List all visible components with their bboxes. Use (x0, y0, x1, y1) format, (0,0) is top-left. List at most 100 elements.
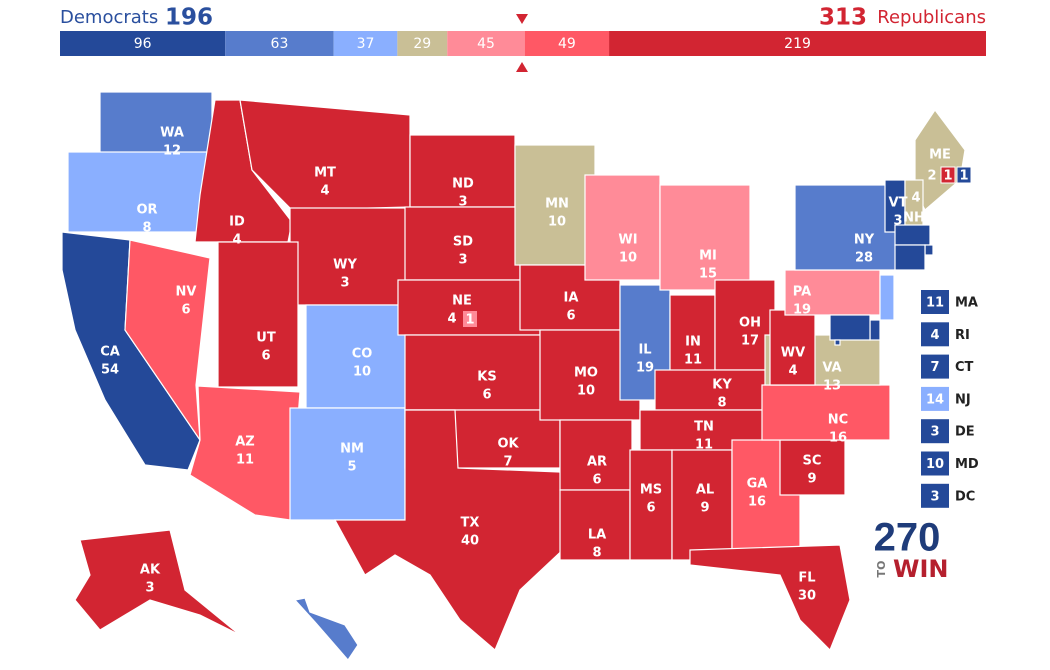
majority-marker (516, 62, 528, 72)
bar-value: 37 (357, 36, 375, 52)
small-state-votes: 14 (926, 392, 944, 407)
state-abbr: SD (453, 235, 473, 250)
state-votes: 3 (458, 253, 467, 268)
bar-value: 219 (784, 36, 811, 52)
state-abbr: SC (803, 454, 822, 469)
state-votes: 5 (347, 460, 356, 475)
state-abbr: FL (798, 571, 815, 586)
bar-value: 63 (271, 36, 289, 52)
small-state-abbr: NJ (955, 392, 971, 407)
bar-segment (524, 31, 610, 56)
state-votes: 7 (503, 455, 512, 470)
rep-total: 313 (819, 5, 867, 31)
bar-segment (397, 31, 448, 56)
state-votes: 54 (101, 363, 119, 378)
logo-number: 270 (874, 516, 941, 560)
state-abbr: IA (564, 291, 579, 306)
small-state-votes: 3 (930, 489, 939, 504)
state-votes: 12 (163, 144, 181, 159)
state-votes: 19 (636, 361, 654, 376)
state-votes: 6 (592, 473, 601, 488)
state-abbr: OR (136, 203, 157, 218)
state-shape (769, 309, 816, 386)
state-abbr: WV (781, 346, 805, 361)
rep-label: Republicans (877, 7, 986, 28)
state-votes: 10 (619, 251, 637, 266)
state-votes: 10 (548, 215, 566, 230)
state-abbr: AL (696, 483, 714, 498)
split-votes: 1 (465, 313, 474, 328)
state-votes: 6 (646, 501, 655, 516)
state-abbr: MS (640, 483, 662, 498)
state-shape (559, 489, 631, 561)
state-abbr: WA (160, 126, 184, 141)
state-votes: 11 (684, 353, 702, 368)
small-state-abbr: CT (955, 360, 974, 375)
state-votes: 9 (700, 501, 709, 516)
bar-segment (225, 31, 334, 56)
state-votes: 4 (788, 364, 797, 379)
state-abbr: MI (699, 249, 717, 264)
state-abbr: TN (694, 420, 714, 435)
state-shape (659, 184, 751, 291)
state-votes: 40 (461, 534, 479, 549)
state-shape (924, 244, 934, 256)
state-shape (584, 174, 661, 281)
state-shape (671, 449, 733, 561)
state-abbr: ND (452, 177, 474, 192)
state-abbr: VA (822, 361, 841, 376)
small-state-votes: 7 (930, 360, 939, 375)
state-shape (305, 304, 407, 409)
state-votes: 19 (793, 303, 811, 318)
bar-segment (609, 31, 986, 56)
split-votes: 1 (943, 169, 952, 184)
state-votes: 4 (911, 191, 920, 206)
state-shape (879, 274, 895, 321)
dem-label: Democrats (60, 7, 158, 28)
state-shape (834, 339, 841, 346)
state-abbr: TX (461, 516, 480, 531)
small-state-abbr: MA (955, 296, 978, 311)
dem-total: 196 (165, 5, 213, 31)
state-votes: 8 (142, 221, 151, 236)
state-abbr: AR (587, 455, 607, 470)
logo-to: TO (875, 561, 888, 578)
state-votes: 4 (447, 312, 456, 327)
state-abbr: NC (828, 413, 848, 428)
bar-value: 29 (413, 36, 431, 52)
small-state-votes: 4 (930, 328, 939, 343)
state-abbr: MO (574, 366, 598, 381)
state-abbr: KY (712, 378, 732, 393)
small-state-abbr: DE (955, 425, 975, 440)
small-state-box (921, 483, 949, 508)
state-shape (74, 529, 241, 636)
small-state-votes: 3 (930, 425, 939, 440)
state-abbr: AZ (235, 435, 255, 450)
state-shape (404, 206, 521, 281)
state-abbr: NE (452, 294, 472, 309)
state-shape (514, 144, 596, 266)
state-votes: 17 (741, 334, 759, 349)
split-votes: 2 (927, 169, 936, 184)
state-abbr: NV (176, 285, 197, 300)
split-box (940, 166, 956, 184)
state-votes: 3 (145, 581, 154, 596)
state-shape (894, 244, 926, 271)
bar-segment (447, 31, 525, 56)
state-votes: 6 (261, 349, 270, 364)
logo-win: WIN (893, 555, 949, 583)
small-state-abbr: MD (955, 457, 979, 472)
bar-value: 45 (477, 36, 495, 52)
state-votes: 8 (592, 546, 601, 561)
split-box (463, 311, 477, 327)
state-shape (217, 241, 299, 388)
state-abbr: IN (685, 335, 701, 350)
state-shape (689, 544, 851, 652)
bar-value: 49 (558, 36, 576, 52)
bar-segment (60, 31, 226, 56)
state-abbr: OH (739, 316, 761, 331)
state-votes: 4 (232, 233, 241, 248)
state-shape (869, 319, 881, 341)
state-abbr: NM (340, 442, 364, 457)
state-votes: 4 (317, 656, 326, 670)
